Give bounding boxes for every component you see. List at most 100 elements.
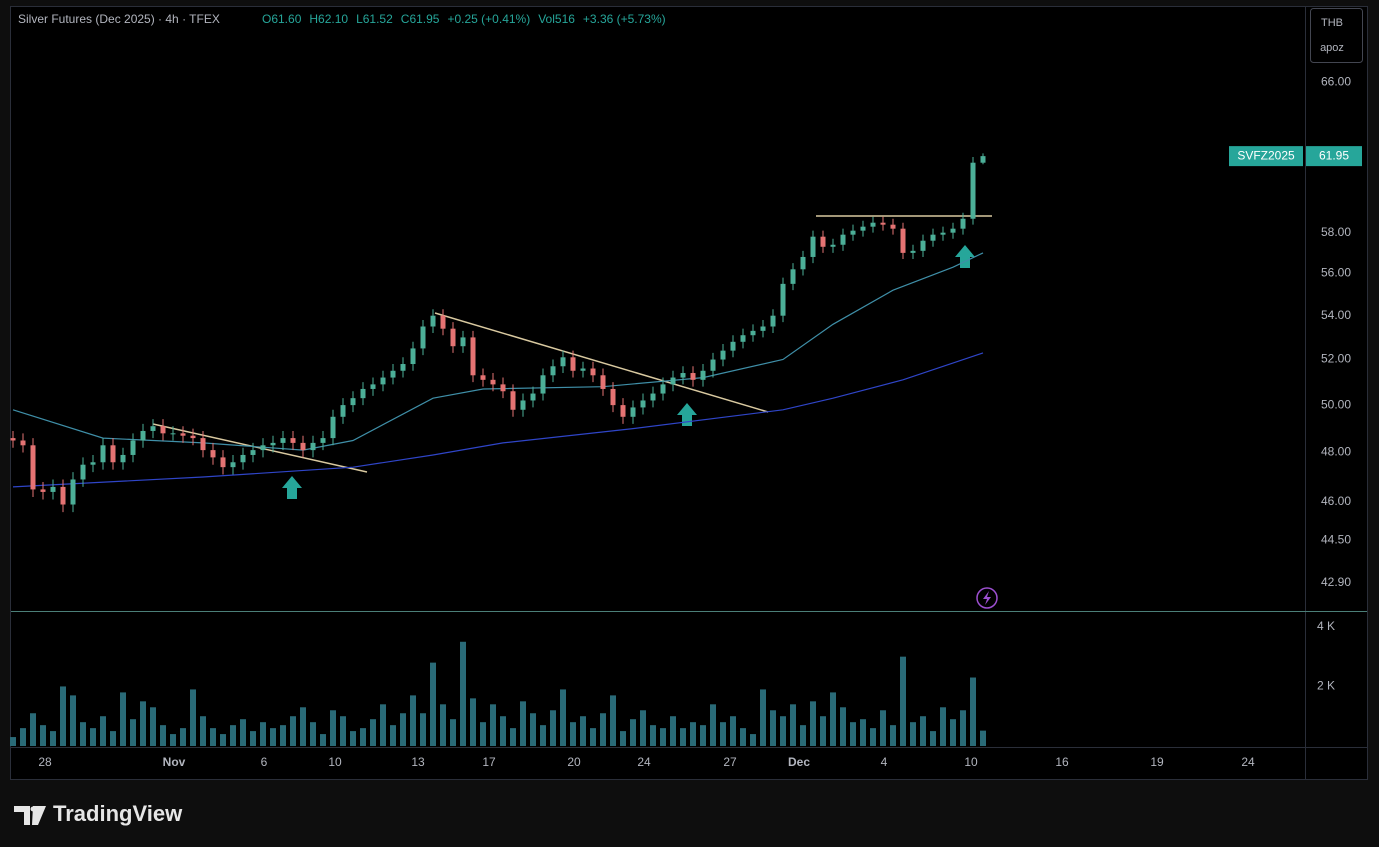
volume-bar [210,728,216,746]
candle-body [520,400,526,410]
volume-bar [440,704,446,746]
candle-body [850,230,856,235]
x-tick-label: 16 [1055,755,1069,769]
candle-body [890,224,896,229]
x-tick-label: 10 [964,755,978,769]
volume-tick-label: 4 K [1317,619,1335,633]
candle-body [640,400,646,408]
candle-body [420,326,426,349]
chart-frame [10,6,1368,780]
alert-bolt [983,591,991,605]
volume-bar [650,725,656,746]
candle-body [810,236,816,257]
volume-bar [40,725,46,746]
chart-title: Silver Futures (Dec 2025) · 4h · TFEX [18,12,220,26]
brand-logo [14,806,46,825]
candle-body [60,486,66,505]
candle-body [910,250,916,253]
candle-body [100,445,106,463]
volume-bar [90,728,96,746]
price-tag [1306,146,1362,167]
volume-bar [610,695,616,746]
volume-bar [510,728,516,746]
volume-bar [150,707,156,746]
legend-item: +0.25 (+0.41%) [447,12,530,26]
candle-body [680,373,686,378]
volume-bar [50,731,56,746]
candle-body [290,438,296,443]
candle-body [760,326,766,331]
volume-bar [220,734,226,746]
candle-body [500,384,506,392]
candle-body [700,370,706,380]
volume-bar [430,662,436,746]
y-tick-label: 66.00 [1321,75,1351,89]
volume-bar [580,716,586,746]
volume-bar [920,716,926,746]
candle-body [770,315,776,327]
candle-body [660,384,666,394]
candle-body [330,416,336,439]
currency-box[interactable] [1310,8,1363,63]
candle-body [430,315,436,327]
x-tick-label: Dec [788,755,810,769]
volume-bar [770,710,776,746]
y-tick-label: 58.00 [1321,225,1351,239]
candle-body [570,357,576,371]
volume-bar [340,716,346,746]
volume-bar [630,719,636,746]
candle-body [310,442,316,451]
volume-bar [910,722,916,746]
symbol-tag [1229,146,1303,167]
candle-body [390,370,396,378]
volume-bar [410,695,416,746]
volume-bar [570,722,576,746]
candle-body [280,438,286,443]
volume-bar [780,716,786,746]
y-tick-label: 44.50 [1321,533,1351,547]
volume-bar [900,656,906,746]
candle-body [70,479,76,505]
volume-bar [120,692,126,746]
candle-body [900,228,906,253]
arrow-up [955,245,975,268]
volume-bar [420,713,426,746]
candle-body [630,407,636,417]
volume-bar [620,731,626,746]
volume-bar [300,707,306,746]
volume-bar [260,722,266,746]
candle-body [930,234,936,241]
y-tick-label: 52.00 [1321,352,1351,366]
user: apoz [1320,42,1344,54]
alert-icon[interactable] [976,587,998,609]
volume-bar [820,716,826,746]
candle-body [820,236,826,247]
candle-body [960,218,966,229]
candle-body [120,454,126,463]
volume-bar [450,719,456,746]
price-label: 61.95 [1319,148,1349,162]
candle-body [720,350,726,360]
trendline [152,423,368,473]
candle-body [340,405,346,417]
y-tick-label: 46.00 [1321,494,1351,508]
volume-bar [470,698,476,746]
candle-body [870,222,876,227]
candle-body [20,440,26,446]
legend-item: O61.60 [262,12,302,26]
candle-body [530,393,536,401]
candle-body [920,240,926,251]
candle-body [670,377,676,385]
x-tick-label: 4 [881,755,888,769]
candle-body [490,379,496,385]
volume-bar [170,734,176,746]
volume-bar [940,707,946,746]
volume-bar [280,725,286,746]
volume-bar [390,725,396,746]
candle-body [40,489,46,492]
candle-body [690,373,696,380]
volume-bar [560,689,566,746]
candle-body [130,440,136,455]
candle-body [10,438,16,441]
volume-bar [60,686,66,746]
